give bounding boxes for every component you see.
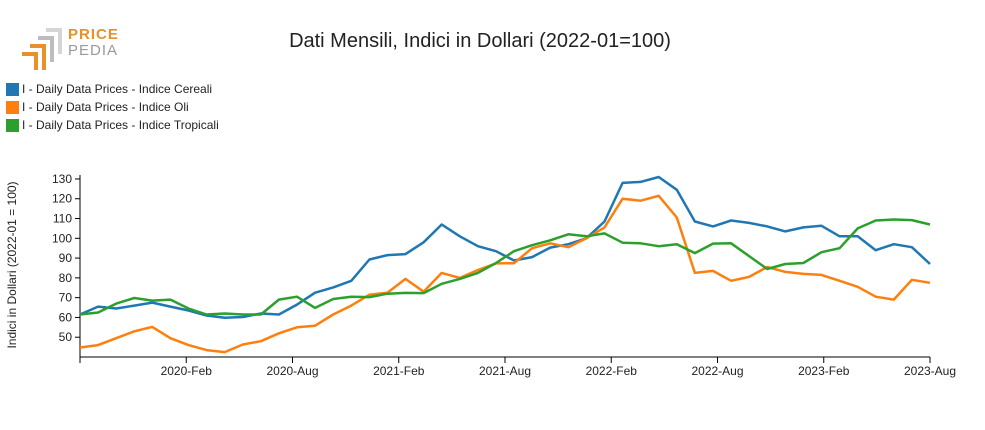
y-tick-label: 130 bbox=[52, 172, 72, 186]
x-axis: 2020-Feb 2020-Aug 2021-Feb 2021-Aug 2022-Feb… bbox=[79, 356, 956, 378]
series-line-oli bbox=[79, 194, 931, 354]
legend-label-tropicali: I - Daily Data Prices - Indice Tropicali bbox=[22, 118, 219, 132]
pricepedia-logo-icon bbox=[22, 28, 62, 70]
logo-text-pedia: PEDIA bbox=[68, 42, 119, 59]
x-tick-label: 2020-Feb bbox=[161, 364, 213, 378]
y-axis: 50 60 70 80 90 100 110 120 130 bbox=[52, 172, 81, 357]
y-axis-label: Indici in Dollari (2022-01 = 100) bbox=[5, 181, 19, 348]
x-tick-label: 2020-Aug bbox=[266, 364, 318, 378]
y-tick-label: 100 bbox=[52, 231, 72, 245]
y-tick-label: 120 bbox=[52, 192, 72, 206]
x-tick-label: 2022-Aug bbox=[691, 364, 743, 378]
y-tick-label: 60 bbox=[59, 310, 73, 324]
legend-swatch-cereali bbox=[6, 82, 19, 96]
pricepedia-logo: PRICE PEDIA bbox=[18, 24, 128, 74]
series-line-cereali bbox=[79, 175, 931, 320]
legend-item-cereali[interactable]: I - Daily Data Prices - Indice Cereali bbox=[6, 80, 219, 98]
legend-swatch-oli bbox=[6, 100, 19, 114]
y-tick-label: 50 bbox=[59, 330, 73, 344]
x-tick-label: 2023-Feb bbox=[798, 364, 850, 378]
legend-label-oli: I - Daily Data Prices - Indice Oli bbox=[22, 100, 189, 114]
legend-label-cereali: I - Daily Data Prices - Indice Cereali bbox=[22, 82, 213, 96]
x-tick-label: 2023-Aug bbox=[904, 364, 956, 378]
x-tick-label: 2022-Feb bbox=[586, 364, 638, 378]
x-tick-label: 2021-Aug bbox=[479, 364, 531, 378]
x-tick-label: 2021-Feb bbox=[373, 364, 425, 378]
y-tick-label: 110 bbox=[53, 212, 72, 226]
y-tick-label: 80 bbox=[59, 271, 73, 285]
chart-legend: I - Daily Data Prices - Indice Cereali I… bbox=[6, 80, 219, 134]
legend-item-tropicali[interactable]: I - Daily Data Prices - Indice Tropicali bbox=[6, 116, 219, 134]
y-tick-label: 70 bbox=[59, 291, 73, 305]
logo-text-price: PRICE bbox=[68, 26, 119, 43]
series-line-tropicali bbox=[79, 218, 931, 316]
legend-item-oli[interactable]: I - Daily Data Prices - Indice Oli bbox=[6, 98, 219, 116]
y-tick-label: 90 bbox=[59, 251, 73, 265]
series-lines bbox=[79, 175, 931, 354]
legend-swatch-tropicali bbox=[6, 118, 19, 132]
chart-title: Dati Mensili, Indici in Dollari (2022-01… bbox=[289, 30, 671, 52]
